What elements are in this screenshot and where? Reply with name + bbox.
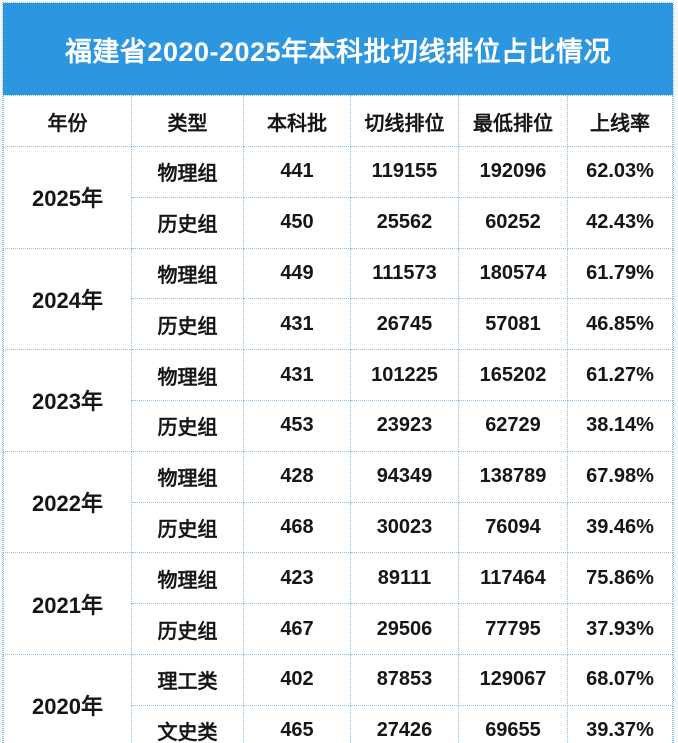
- rate-cell: 39.37%: [567, 704, 673, 743]
- rate-cell: 61.27%: [567, 349, 673, 401]
- score-cell: 441: [243, 146, 351, 198]
- score-cell: 431: [243, 298, 351, 351]
- min-rank-cell: 129067: [458, 653, 568, 706]
- table-row: 历史组 468 30023 76094 39.46%: [4, 501, 673, 554]
- score-cell: 423: [243, 552, 351, 605]
- cut-rank-cell: 29506: [350, 603, 459, 655]
- year-cell: 2021年: [3, 552, 132, 655]
- year-cell: 2023年: [3, 349, 132, 452]
- type-cell: 文史类: [131, 704, 244, 743]
- type-cell: 物理组: [131, 450, 244, 503]
- min-rank-cell: 117464: [458, 552, 568, 605]
- table-row: 2023年 物理组 431 101225 165202 61.27%: [3, 349, 673, 452]
- rate-cell: 62.03%: [567, 146, 673, 198]
- type-cell: 历史组: [131, 298, 244, 351]
- min-rank-cell: 180574: [458, 247, 568, 300]
- rate-cell: 42.43%: [567, 196, 673, 249]
- column-header-type: 类型: [131, 95, 244, 147]
- cut-rank-cell: 26745: [350, 298, 459, 351]
- year-cell: 2022年: [3, 450, 132, 554]
- score-cell: 431: [243, 349, 351, 401]
- year-cell: 2024年: [3, 247, 132, 351]
- table-row: 2020年 理工类 402 87853 129067 68.07%: [3, 653, 673, 743]
- type-cell: 物理组: [131, 146, 244, 198]
- score-cell: 450: [243, 196, 351, 249]
- table-header-row: 年份 类型 本科批 切线排位 最低排位 上线率: [3, 95, 673, 147]
- cut-rank-cell: 23923: [350, 399, 459, 452]
- type-cell: 物理组: [131, 349, 244, 401]
- banner: 福建省2020-2025年本科批切线排位占比情况: [3, 3, 673, 95]
- cut-rank-cell: 27426: [350, 704, 459, 743]
- type-cell: 历史组: [131, 501, 244, 554]
- cutoff-rank-table: 年份 类型 本科批 切线排位 最低排位 上线率 2025年 物理组 441 11915…: [3, 95, 673, 743]
- score-cell: 402: [243, 653, 351, 706]
- column-header-cut-rank: 切线排位: [350, 95, 459, 147]
- type-cell: 理工类: [131, 653, 244, 706]
- table-row: 2021年 物理组 423 89111 117464 75.86%: [3, 552, 673, 655]
- rate-cell: 68.07%: [567, 653, 673, 706]
- rate-cell: 39.46%: [567, 501, 673, 554]
- score-cell: 428: [243, 450, 351, 503]
- type-cell: 历史组: [131, 399, 244, 452]
- min-rank-cell: 165202: [458, 349, 568, 401]
- table-row: 历史组 431 26745 57081 46.85%: [4, 298, 673, 351]
- rate-cell: 37.93%: [567, 603, 673, 655]
- column-header-score: 本科批: [243, 95, 351, 147]
- min-rank-cell: 57081: [458, 298, 568, 351]
- type-cell: 物理组: [131, 552, 244, 605]
- score-cell: 468: [243, 501, 351, 554]
- column-header-rate: 上线率: [567, 95, 673, 147]
- table-body: 2025年 物理组 441 119155 192096 62.03% 历史组 450 25562…: [3, 146, 673, 743]
- table-row: 历史组 450 25562 60252 42.43%: [4, 196, 673, 249]
- cut-rank-cell: 101225: [350, 349, 459, 401]
- rate-cell: 61.79%: [567, 247, 673, 300]
- year-cell: 2025年: [3, 146, 132, 249]
- rate-cell: 75.86%: [567, 552, 673, 605]
- min-rank-cell: 76094: [458, 501, 568, 554]
- column-header-min-rank: 最低排位: [458, 95, 568, 147]
- type-cell: 历史组: [131, 603, 244, 655]
- rate-cell: 67.98%: [567, 450, 673, 503]
- cut-rank-cell: 111573: [350, 247, 459, 300]
- cut-rank-cell: 89111: [350, 552, 459, 605]
- cut-rank-cell: 94349: [350, 450, 459, 503]
- score-cell: 449: [243, 247, 351, 300]
- table-row: 历史组 453 23923 62729 38.14%: [4, 399, 673, 452]
- table-row: 2024年 物理组 449 111573 180574 61.79%: [3, 247, 673, 351]
- min-rank-cell: 62729: [458, 399, 568, 452]
- table-row: 文史类 465 27426 69655 39.37%: [4, 704, 673, 743]
- year-cell: 2020年: [3, 653, 132, 743]
- type-cell: 物理组: [131, 247, 244, 300]
- cut-rank-cell: 119155: [350, 146, 459, 198]
- score-cell: 453: [243, 399, 351, 452]
- cut-rank-cell: 30023: [350, 501, 459, 554]
- min-rank-cell: 69655: [458, 704, 568, 743]
- column-header-year: 年份: [3, 95, 132, 147]
- score-cell: 467: [243, 603, 351, 655]
- page-title: 福建省2020-2025年本科批切线排位占比情况: [64, 36, 612, 67]
- min-rank-cell: 192096: [458, 146, 568, 198]
- table-row: 2025年 物理组 441 119155 192096 62.03%: [3, 146, 673, 249]
- rate-cell: 38.14%: [567, 399, 673, 452]
- min-rank-cell: 138789: [458, 450, 568, 503]
- table-row: 2022年 物理组 428 94349 138789 67.98%: [3, 450, 673, 554]
- min-rank-cell: 60252: [458, 196, 568, 249]
- min-rank-cell: 77795: [458, 603, 568, 655]
- cut-rank-cell: 87853: [350, 653, 459, 706]
- score-cell: 465: [243, 704, 351, 743]
- cut-rank-cell: 25562: [350, 196, 459, 249]
- type-cell: 历史组: [131, 196, 244, 249]
- table-row: 历史组 467 29506 77795 37.93%: [4, 603, 673, 655]
- rate-cell: 46.85%: [567, 298, 673, 351]
